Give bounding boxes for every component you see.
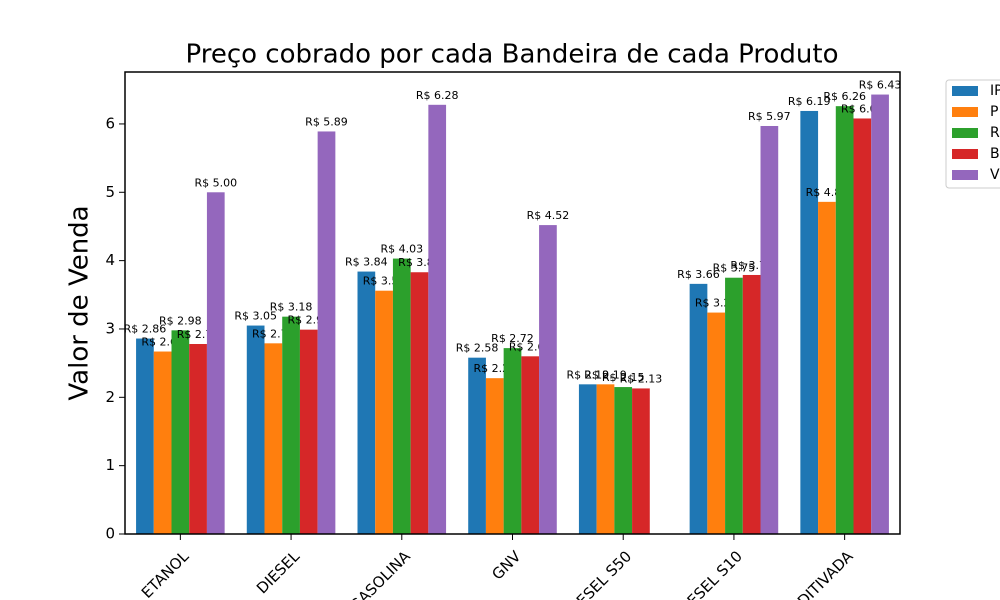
legend-swatch <box>952 128 978 138</box>
bar <box>742 274 761 534</box>
y-tick-label: 4 <box>105 251 115 269</box>
legend-swatch <box>952 107 978 117</box>
bar <box>689 283 708 534</box>
bar <box>725 277 743 534</box>
bar <box>189 344 207 534</box>
bar <box>578 384 597 534</box>
y-tick-label: 3 <box>105 319 115 337</box>
value-label: R$ 3.05 <box>234 310 277 323</box>
bar <box>299 329 318 534</box>
bar <box>136 338 154 534</box>
bar <box>800 110 819 534</box>
value-label: R$ 5.89 <box>305 115 348 128</box>
bar <box>171 330 190 534</box>
chart-title: Preço cobrado por cada Bandeira de cada … <box>186 40 839 70</box>
plot-frame <box>124 71 901 535</box>
bar <box>153 351 172 534</box>
bar <box>614 387 633 534</box>
value-label: R$ 2.19 <box>566 368 609 381</box>
bar <box>632 388 650 534</box>
bar <box>428 104 447 534</box>
bar <box>485 378 504 534</box>
value-label: R$ 2.72 <box>491 332 534 345</box>
bar <box>357 271 376 534</box>
value-label: R$ 6.43 <box>859 79 902 92</box>
bar <box>539 225 557 535</box>
legend-label: P <box>990 104 998 120</box>
legend-swatch <box>952 170 978 180</box>
value-label: R$ 5.97 <box>748 110 791 123</box>
value-label: R$ 4.03 <box>380 243 423 256</box>
value-label: R$ 2.15 <box>602 371 645 384</box>
bar <box>282 316 300 534</box>
bar <box>760 125 779 535</box>
value-label: R$ 5.00 <box>194 176 237 189</box>
bar <box>392 258 411 534</box>
bar <box>410 272 429 534</box>
value-label: R$ 2.86 <box>124 323 167 336</box>
value-label: R$ 6.28 <box>416 89 459 102</box>
bar <box>264 343 283 534</box>
y-tick-label: 0 <box>105 525 115 543</box>
y-axis-label: Valor de Venda <box>65 205 95 400</box>
bar <box>206 192 225 534</box>
value-label: R$ 2.19 <box>584 368 627 381</box>
bar <box>317 131 336 535</box>
legend-label: R <box>990 125 1000 141</box>
bar <box>707 312 726 534</box>
bar <box>468 357 486 534</box>
value-label: R$ 6.19 <box>788 95 831 108</box>
y-tick-label: 5 <box>105 183 115 201</box>
y-tick-label: 2 <box>105 388 115 406</box>
value-label: R$ 3.66 <box>677 268 720 281</box>
value-label: R$ 3.75 <box>713 262 756 275</box>
value-label: R$ 4.52 <box>527 209 570 222</box>
legend-swatch <box>952 149 978 159</box>
bar <box>835 106 854 534</box>
value-label: R$ 6.26 <box>823 90 866 103</box>
y-tick-label: 1 <box>105 456 115 474</box>
bar <box>871 94 889 534</box>
bar <box>503 348 522 534</box>
bar <box>375 290 393 534</box>
bar <box>596 384 615 534</box>
bar <box>521 356 540 534</box>
legend-label: B <box>990 146 1000 162</box>
value-label: R$ 3.84 <box>345 256 388 269</box>
value-label: R$ 2.13 <box>620 372 663 385</box>
bar <box>818 201 836 535</box>
value-label: R$ 2.98 <box>159 314 202 327</box>
legend-label: IP <box>990 83 1000 99</box>
legend-swatch <box>952 86 978 96</box>
y-tick-label: 6 <box>105 114 115 132</box>
legend-label: V <box>990 167 1000 183</box>
bar <box>853 118 872 534</box>
value-label: R$ 3.18 <box>270 301 313 314</box>
value-label: R$ 2.58 <box>456 342 499 355</box>
bar <box>246 325 265 534</box>
